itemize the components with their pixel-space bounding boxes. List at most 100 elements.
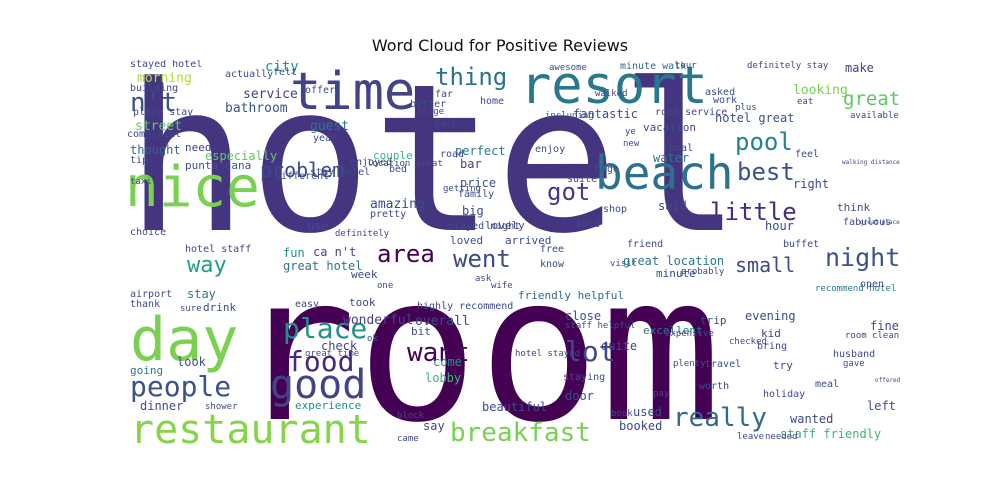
word: different	[275, 171, 330, 182]
word: location great	[367, 159, 443, 169]
word: beautiful	[482, 400, 548, 414]
word: excellent	[643, 324, 703, 337]
word: awesome	[549, 63, 587, 73]
word: arrived	[505, 234, 552, 247]
word: stayed hotel	[130, 60, 203, 70]
word: came	[397, 434, 419, 444]
word: needed	[765, 432, 798, 442]
word: one	[377, 281, 394, 291]
word: restaurant	[130, 407, 371, 450]
word: friendly helpful	[518, 289, 624, 302]
word: especially	[205, 149, 278, 163]
word-cloud: hotel room resort time nice day great ni…	[125, 60, 900, 450]
word: got	[547, 178, 591, 206]
word: fantastic	[573, 107, 639, 121]
word: left	[867, 399, 896, 413]
word: overall	[415, 314, 470, 329]
word: problem	[260, 158, 345, 182]
word: stayed night	[448, 221, 521, 232]
word: said	[658, 199, 687, 213]
word: ca n't	[313, 245, 357, 259]
word: holiday	[763, 389, 806, 400]
word: area	[377, 240, 435, 268]
word: airport	[130, 289, 173, 300]
word: tour	[675, 61, 697, 71]
word: building	[130, 83, 179, 94]
word: morning	[137, 71, 192, 86]
word: drink	[203, 301, 237, 314]
word: thing	[435, 63, 508, 91]
word: good	[270, 362, 367, 408]
word: look	[177, 355, 206, 369]
word: big	[462, 204, 484, 218]
word: taxi	[130, 177, 152, 187]
word: looking	[793, 83, 848, 98]
chart-title: Word Cloud for Positive Reviews	[371, 36, 629, 55]
word: plus	[735, 103, 757, 113]
word: nice	[125, 155, 260, 220]
word: buffet	[783, 239, 820, 250]
word: enjoy	[535, 144, 566, 155]
word: room service	[655, 107, 728, 118]
word: know	[540, 259, 565, 270]
word: little	[710, 198, 797, 226]
word: service	[243, 87, 298, 102]
word: make	[845, 61, 874, 75]
word: highly recommend	[417, 301, 514, 312]
word: place stay	[133, 107, 194, 118]
word: enjoyed	[350, 157, 393, 168]
word: bathroom	[225, 101, 288, 116]
word: walking distance	[842, 159, 900, 166]
word: staying	[563, 372, 606, 383]
word: hotel stayed	[515, 349, 581, 359]
word: thought	[130, 143, 181, 157]
word: wife	[491, 281, 513, 291]
word: fabulous	[843, 217, 892, 228]
word: great place	[860, 219, 900, 226]
word: food	[287, 345, 355, 378]
word: say	[423, 419, 445, 433]
word: visit	[610, 259, 638, 269]
word: loved	[450, 234, 484, 247]
word: home	[480, 96, 505, 107]
word: best	[737, 158, 795, 186]
word: took	[349, 296, 376, 309]
word: available	[850, 111, 899, 121]
word: water	[653, 151, 690, 165]
word: plenty	[673, 359, 706, 369]
word: really	[673, 403, 767, 433]
word: fun	[283, 246, 305, 260]
word: people	[130, 370, 232, 403]
word: city	[265, 60, 299, 75]
word: pari	[435, 119, 457, 129]
word: gave	[843, 359, 865, 369]
word: eat	[797, 97, 814, 107]
word: bed	[389, 164, 408, 175]
word: trip	[700, 314, 727, 327]
word: family	[458, 189, 495, 200]
word: going	[130, 364, 164, 377]
word: feel	[795, 149, 820, 160]
word: dinner	[140, 399, 184, 413]
word: great hotel	[283, 259, 363, 273]
word: open	[860, 279, 885, 290]
word: lovely	[485, 219, 525, 232]
word: ye	[625, 127, 636, 137]
word: told	[576, 219, 601, 230]
word: room	[235, 231, 722, 450]
word: n't	[130, 88, 177, 118]
word: beach	[595, 146, 734, 200]
word: book	[611, 409, 633, 419]
word: want	[407, 338, 470, 368]
word: breakfast	[450, 418, 591, 448]
word: staff friendly	[780, 427, 882, 441]
word: minute walk	[620, 61, 687, 72]
word: thank	[130, 299, 161, 310]
word: place	[283, 312, 368, 345]
word: felt	[273, 67, 298, 78]
word: minute	[656, 267, 696, 280]
word: definitely stay	[747, 61, 829, 71]
word: offer	[305, 85, 336, 96]
word: guest	[310, 119, 350, 134]
word: fine	[870, 319, 899, 333]
